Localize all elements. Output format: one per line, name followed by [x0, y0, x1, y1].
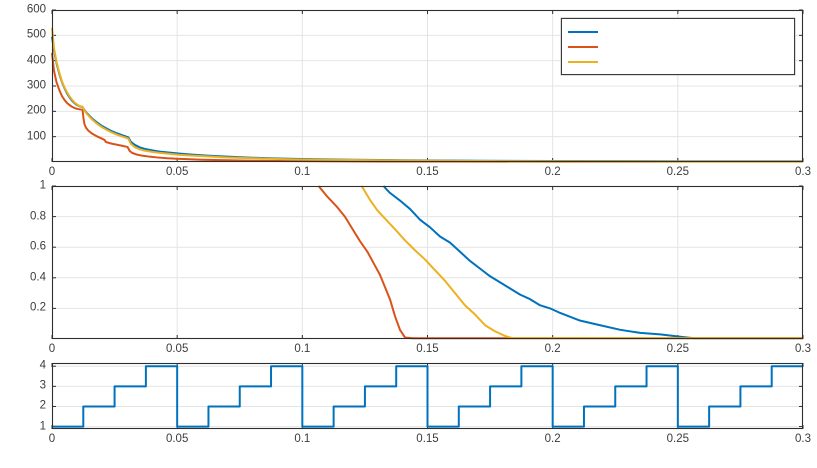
y-tick-label: 1 [39, 419, 46, 432]
series-3-line [51, 27, 803, 163]
x-tick-label: 0.1 [294, 343, 311, 355]
y-tick-label: 0.6 [30, 240, 46, 253]
y-tick-label: 500 [26, 28, 46, 41]
x-tick-label: 0.25 [666, 166, 690, 178]
axes-box [51, 362, 804, 430]
series-1-line [52, 365, 803, 428]
subplot-middle: 0 0.05 0.1 0.15 0.2 0.25 0.3 0.2 0.4 0.6 0.8 1 [30, 180, 811, 355]
x-tick-label: 0.15 [416, 433, 439, 445]
y-tick-label: 0.2 [30, 301, 46, 314]
plot-canvas [51, 185, 804, 340]
x-tick-label: 0.25 [666, 343, 690, 355]
series-2-line [317, 185, 803, 340]
axes-box [51, 185, 804, 340]
series-1-line [382, 185, 803, 340]
y-tick-label: 2 [39, 399, 46, 412]
legend-line-sample-red [568, 45, 598, 48]
subplot-bottom: 0 0.05 0.1 0.15 0.2 0.25 0.3 1 2 3 4 [40, 360, 811, 445]
x-tick-label: 0.1 [294, 433, 311, 445]
y-tick-label: 0.4 [30, 271, 46, 284]
legend-entry [568, 55, 788, 69]
legend-entry [568, 25, 788, 39]
legend-line-sample-yellow [568, 60, 598, 63]
x-tick-label: 0.05 [165, 433, 189, 445]
plot-canvas [51, 362, 804, 430]
legend-entry [568, 40, 788, 54]
subplot-top: 0 0.05 0.1 0.15 0.2 0.25 0.3 100 200 300 400 500 600 [27, 4, 811, 178]
x-tick-label: 0 [48, 433, 56, 445]
y-tick-label: 0.8 [30, 209, 46, 222]
axes-box [51, 9, 804, 163]
x-tick-label: 0.3 [795, 343, 811, 355]
series-2-line [51, 52, 803, 163]
legend-line-sample-blue [568, 30, 598, 33]
x-tick-label: 0.3 [795, 433, 811, 445]
x-tick-label: 0 [48, 166, 56, 178]
x-tick-label: 0.05 [165, 343, 189, 355]
y-tick-label: 1 [39, 179, 46, 192]
y-tick-label: 3 [39, 379, 46, 392]
x-tick-label: 0 [48, 343, 56, 355]
x-tick-label: 0.1 [294, 166, 311, 178]
y-tick-label: 300 [26, 79, 46, 92]
y-tick-label: 600 [26, 3, 46, 16]
x-tick-label: 0.2 [544, 166, 561, 178]
series-3-line [360, 185, 803, 340]
x-tick-label: 0.15 [416, 166, 439, 178]
x-tick-label: 0.15 [416, 343, 439, 355]
x-tick-label: 0.25 [666, 433, 690, 445]
y-tick-label: 100 [26, 129, 46, 142]
x-tick-label: 0.3 [795, 166, 811, 178]
y-tick-label: 200 [26, 104, 46, 117]
y-tick-label: 4 [39, 359, 46, 372]
x-tick-label: 0.05 [165, 166, 189, 178]
legend [561, 18, 795, 75]
y-tick-label: 400 [26, 53, 46, 66]
x-tick-label: 0.2 [544, 433, 561, 445]
x-tick-label: 0.2 [544, 343, 561, 355]
